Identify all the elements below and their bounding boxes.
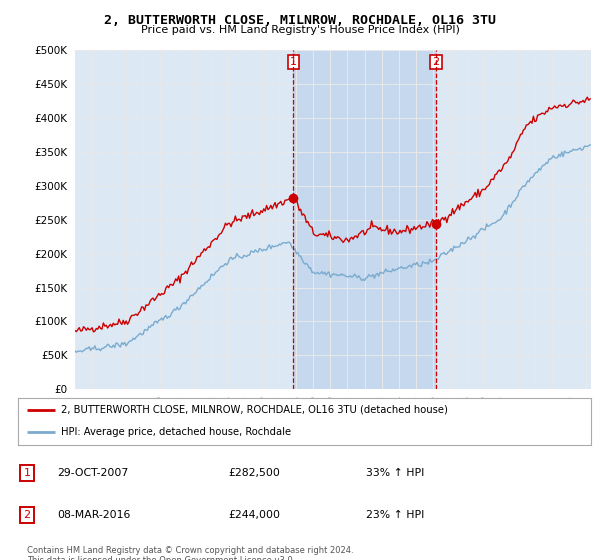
Text: 1: 1	[23, 468, 31, 478]
Text: Price paid vs. HM Land Registry's House Price Index (HPI): Price paid vs. HM Land Registry's House …	[140, 25, 460, 35]
Text: 29-OCT-2007: 29-OCT-2007	[57, 468, 128, 478]
Text: Contains HM Land Registry data © Crown copyright and database right 2024.
This d: Contains HM Land Registry data © Crown c…	[27, 546, 353, 560]
Text: £244,000: £244,000	[228, 510, 280, 520]
Text: 2, BUTTERWORTH CLOSE, MILNROW, ROCHDALE, OL16 3TU: 2, BUTTERWORTH CLOSE, MILNROW, ROCHDALE,…	[104, 14, 496, 27]
Text: £282,500: £282,500	[228, 468, 280, 478]
Bar	[293, 50, 436, 389]
Text: 1: 1	[290, 57, 297, 67]
Text: 2: 2	[432, 57, 439, 67]
Text: 33% ↑ HPI: 33% ↑ HPI	[366, 468, 424, 478]
Text: 2, BUTTERWORTH CLOSE, MILNROW, ROCHDALE, OL16 3TU (detached house): 2, BUTTERWORTH CLOSE, MILNROW, ROCHDALE,…	[61, 404, 448, 414]
Text: 2: 2	[23, 510, 31, 520]
Text: 23% ↑ HPI: 23% ↑ HPI	[366, 510, 424, 520]
Text: 08-MAR-2016: 08-MAR-2016	[57, 510, 130, 520]
Text: HPI: Average price, detached house, Rochdale: HPI: Average price, detached house, Roch…	[61, 427, 291, 437]
